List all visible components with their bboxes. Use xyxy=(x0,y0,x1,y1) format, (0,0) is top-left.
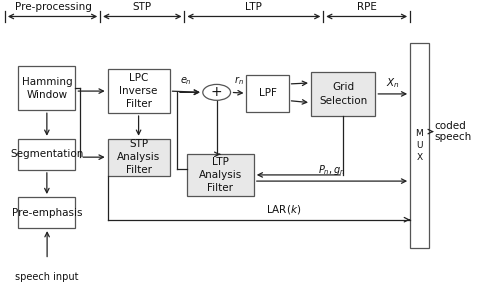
Text: LPC
Inverse
Filter: LPC Inverse Filter xyxy=(120,73,158,109)
Text: LAR$(k)$: LAR$(k)$ xyxy=(266,203,301,216)
Text: Hamming
Window: Hamming Window xyxy=(22,77,72,100)
Text: $e_n$: $e_n$ xyxy=(180,75,192,87)
FancyBboxPatch shape xyxy=(311,72,376,116)
FancyBboxPatch shape xyxy=(18,197,76,228)
Text: RPE: RPE xyxy=(357,2,377,12)
FancyBboxPatch shape xyxy=(246,75,288,112)
FancyBboxPatch shape xyxy=(108,69,170,113)
Text: STP: STP xyxy=(132,2,152,12)
Circle shape xyxy=(203,84,230,100)
Text: Grid
Selection: Grid Selection xyxy=(319,82,367,106)
Text: Segmentation: Segmentation xyxy=(10,149,84,159)
Text: speech input: speech input xyxy=(16,272,79,282)
Text: +: + xyxy=(211,85,222,99)
Text: coded
speech: coded speech xyxy=(435,121,472,142)
FancyBboxPatch shape xyxy=(410,44,429,248)
Text: LTP: LTP xyxy=(246,2,262,12)
Text: $P_n, g_n$: $P_n, g_n$ xyxy=(318,163,345,177)
FancyBboxPatch shape xyxy=(18,139,76,170)
Text: M
U
X: M U X xyxy=(416,130,424,162)
Text: $X_n$: $X_n$ xyxy=(386,76,400,90)
Text: LPF: LPF xyxy=(258,88,276,98)
Text: Pre-processing: Pre-processing xyxy=(14,2,92,12)
Text: Pre-emphasis: Pre-emphasis xyxy=(12,208,82,218)
Text: STP
Analysis
Filter: STP Analysis Filter xyxy=(117,139,160,175)
Text: LTP
Analysis
Filter: LTP Analysis Filter xyxy=(199,157,242,193)
FancyBboxPatch shape xyxy=(108,139,170,176)
Text: $r_n$: $r_n$ xyxy=(234,74,243,87)
FancyBboxPatch shape xyxy=(187,154,254,195)
FancyBboxPatch shape xyxy=(18,66,76,110)
